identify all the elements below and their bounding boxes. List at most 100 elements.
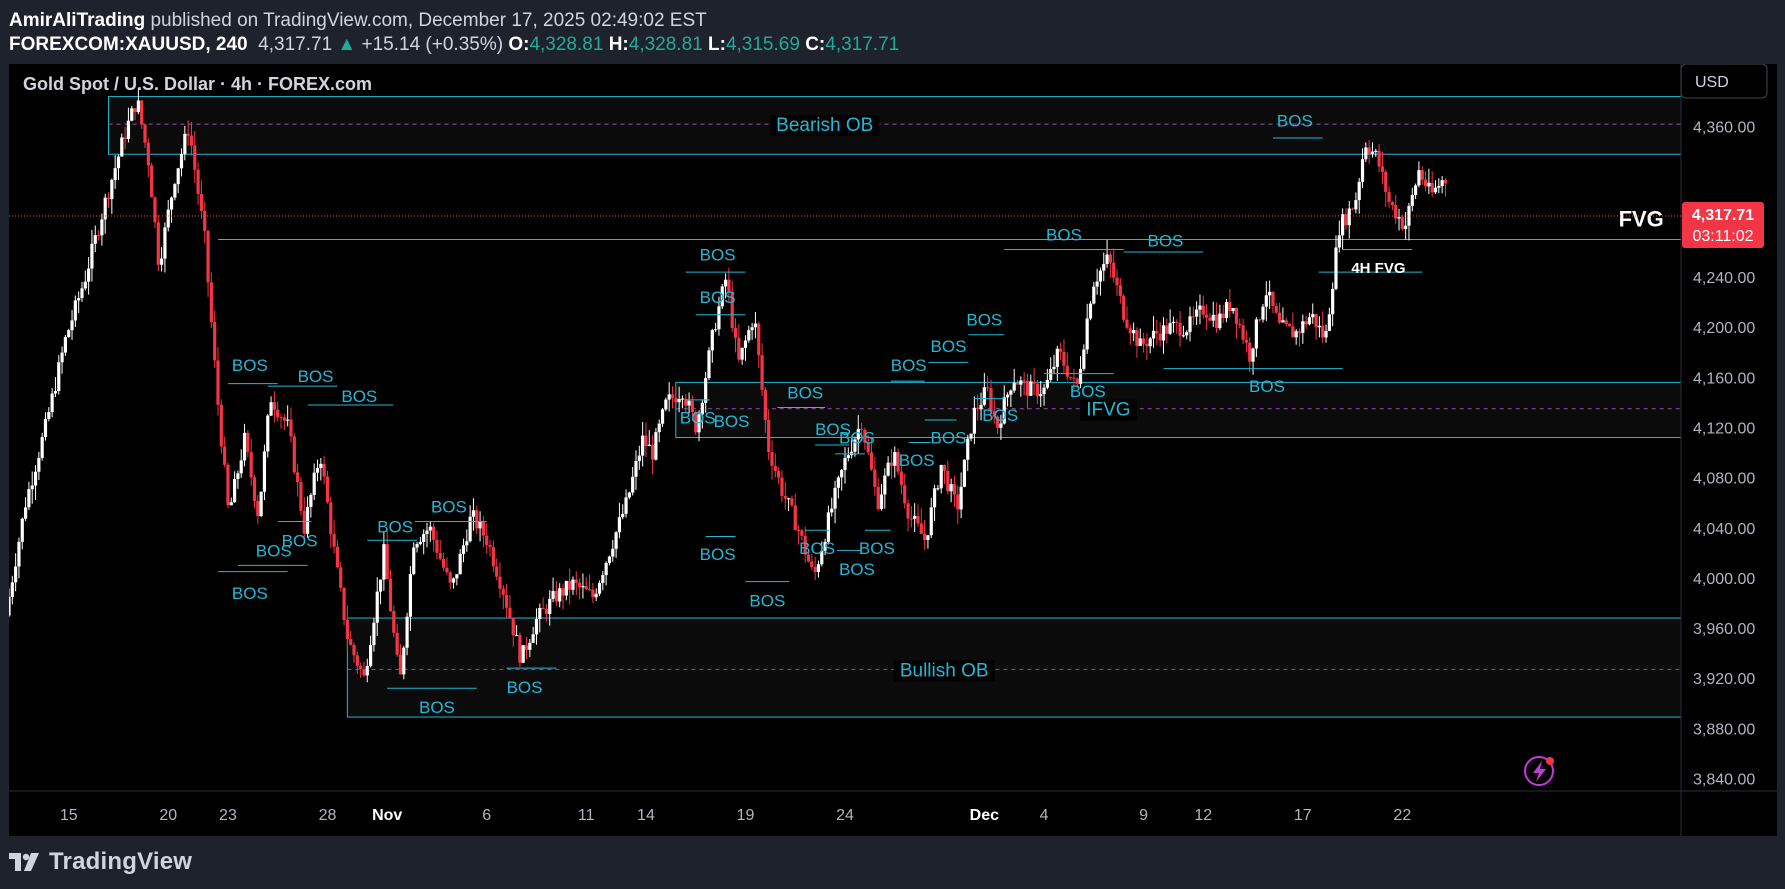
candle-body	[319, 463, 323, 468]
candle-body	[571, 579, 575, 590]
candle-body	[1042, 387, 1046, 395]
time-axis[interactable]: 15 20 23 28 Nov 6 11 14 19 24 Dec 4 9 12 17 22	[60, 807, 1412, 824]
candle-body	[23, 507, 28, 519]
candle-body	[660, 409, 665, 424]
candle-body	[1065, 365, 1069, 377]
candle-body	[1191, 316, 1195, 318]
candle-body	[1377, 150, 1381, 167]
candle-body	[680, 398, 685, 400]
candle-body	[183, 133, 187, 154]
candle-body	[179, 153, 184, 169]
candle-body	[1271, 291, 1275, 306]
candle-body	[853, 439, 857, 452]
candle-body	[1145, 343, 1149, 347]
publish-text: published on TradingView.com, December 1…	[150, 10, 707, 31]
candle-body	[305, 507, 310, 534]
candle-body	[1254, 319, 1258, 349]
candle-body	[1148, 338, 1152, 347]
candle-body	[946, 470, 950, 492]
candle-body	[913, 515, 917, 519]
candle-body	[441, 558, 446, 568]
candle-body	[309, 494, 313, 508]
candle-body	[634, 461, 638, 477]
candle-body	[1410, 194, 1414, 206]
candle-body	[1185, 332, 1189, 336]
candle-body	[1407, 205, 1411, 226]
candle-body	[1118, 285, 1122, 296]
currency-button[interactable]: USD	[1680, 64, 1768, 99]
candle-body	[1019, 380, 1023, 385]
candle-body	[1387, 192, 1391, 203]
price-tick-label: 3,840.00	[1693, 771, 1755, 788]
candle-body	[1029, 381, 1033, 396]
candle-body	[382, 544, 386, 580]
candle-body	[737, 337, 741, 360]
tradingview-logo-icon	[9, 853, 39, 871]
candle-body	[1443, 180, 1448, 184]
bos-label: BOS	[899, 451, 935, 470]
candle-body	[1394, 205, 1398, 219]
candle-body	[1165, 325, 1169, 334]
time-tick-label: 9	[1139, 807, 1148, 824]
candle-body	[1068, 376, 1073, 378]
candle-body	[87, 268, 91, 282]
candle-body	[418, 541, 422, 544]
lightning-icon[interactable]	[1524, 756, 1554, 786]
candle-body	[388, 579, 393, 612]
candle-body	[1105, 254, 1109, 265]
candle-body	[1072, 377, 1076, 379]
candle-body	[485, 535, 489, 546]
bos-label: BOS	[1070, 382, 1106, 401]
candle-body	[1135, 330, 1139, 346]
candle-body	[587, 589, 592, 591]
candle-body	[790, 498, 794, 506]
candle-body	[116, 156, 121, 169]
tradingview-logo[interactable]: TradingView	[9, 848, 192, 876]
candle-body	[1337, 235, 1341, 248]
zone-label: Bullish OB	[900, 660, 989, 681]
candle-body	[475, 510, 479, 529]
candle-body	[73, 300, 77, 321]
zone-label: IFVG	[1086, 400, 1130, 421]
symbol-name[interactable]: FOREXCOM:XAUUSD, 240	[9, 34, 248, 55]
candle-body	[966, 438, 970, 460]
candle-body	[753, 323, 758, 328]
candle-body	[176, 168, 180, 185]
candle-body	[624, 497, 628, 514]
candle-body	[939, 464, 943, 489]
close-label: C:	[805, 34, 826, 55]
open-label: O:	[508, 34, 530, 55]
price-tick-label: 4,080.00	[1693, 471, 1755, 488]
candle-body	[412, 547, 416, 575]
candle-body	[292, 436, 296, 473]
bos-label: BOS	[282, 531, 318, 550]
candle-body	[1141, 338, 1146, 344]
candle-body	[80, 288, 84, 299]
candle-body	[1364, 147, 1368, 160]
candle-body	[1384, 171, 1388, 193]
chart-title: Gold Spot / U.S. Dollar · 4h · FOREX.com	[23, 74, 372, 94]
candle-body	[335, 546, 340, 568]
candle-body	[654, 432, 658, 460]
author-name[interactable]: AmirAliTrading	[9, 10, 146, 31]
candle-body	[47, 412, 51, 419]
candle-body	[518, 635, 522, 663]
candle-body	[690, 400, 694, 413]
candle-body	[641, 435, 645, 456]
price-tick-label: 4,160.00	[1693, 370, 1755, 387]
candle-body	[793, 505, 797, 531]
open-value: 4,328.81	[529, 34, 604, 55]
candle-body	[889, 462, 894, 466]
candle-body	[246, 432, 250, 453]
candle-body	[296, 472, 300, 483]
price-change: +15.14 (+0.35%)	[361, 34, 504, 55]
candle-body	[256, 501, 260, 517]
candle-body	[830, 508, 834, 513]
candle-body	[999, 423, 1003, 428]
candle-body	[979, 404, 983, 410]
candle-body	[315, 467, 320, 473]
candle-body	[700, 402, 704, 415]
candle-body	[1427, 182, 1431, 187]
candle-body	[378, 579, 383, 592]
